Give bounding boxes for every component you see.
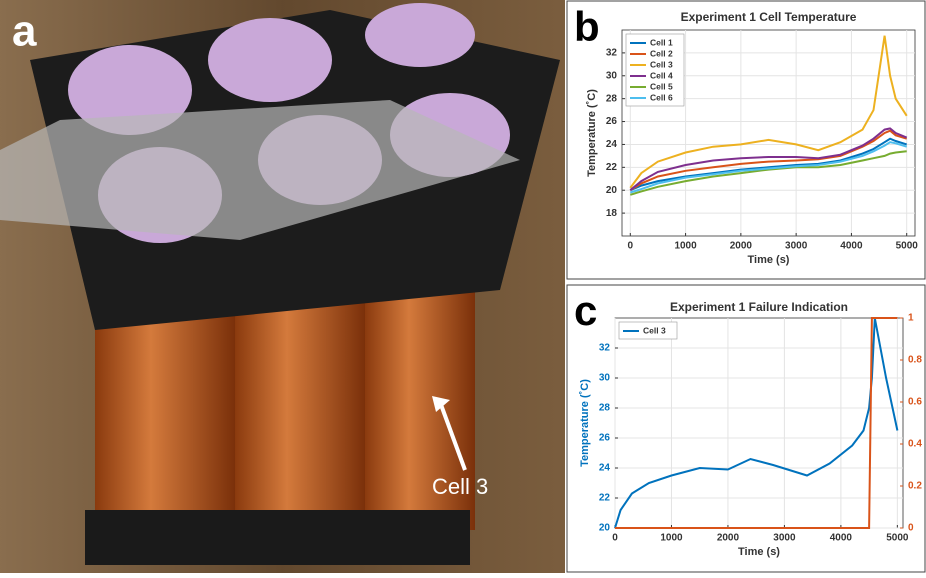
legend-label: Cell 1	[650, 37, 673, 47]
x-tick-label: 2000	[730, 241, 753, 252]
y2-tick-label: 1	[908, 313, 914, 324]
y-tick-label: 32	[606, 48, 618, 59]
y-tick-label: 24	[599, 463, 611, 474]
y-axis-label: Temperature (˚C)	[586, 89, 598, 177]
y2-tick-label: 0.2	[908, 481, 922, 492]
figure: a Cell 3 b Experiment 1 Cell Temperature 0…	[0, 0, 926, 573]
y-tick-label: 22	[606, 162, 618, 173]
y2-tick-label: 0.4	[908, 439, 922, 450]
photo: a Cell 3	[0, 0, 565, 573]
x-tick-label: 1000	[674, 241, 697, 252]
chart-title: Experiment 1 Cell Temperature	[681, 10, 857, 24]
legend-label: Cell 4	[650, 70, 673, 80]
y-tick-label: 30	[606, 70, 618, 81]
y2-tick-label: 0	[908, 523, 914, 534]
legend-label: Cell 5	[650, 81, 673, 91]
x-tick-label: 0	[628, 241, 634, 252]
y2-tick-label: 0.8	[908, 355, 922, 366]
panel-label: c	[574, 287, 597, 334]
y-tick-label: 28	[606, 93, 618, 104]
x-tick-label: 3000	[773, 533, 796, 544]
panel-label: a	[12, 7, 37, 56]
legend-label: Cell 6	[650, 92, 673, 102]
y-tick-label: 22	[599, 493, 611, 504]
x-tick-label: 2000	[717, 533, 740, 544]
panel-label: b	[574, 3, 600, 50]
x-axis-label: Time (s)	[738, 546, 780, 558]
legend-label: Cell 3	[643, 325, 666, 335]
y-tick-label: 20	[606, 185, 618, 196]
x-tick-label: 4000	[840, 241, 863, 252]
y-tick-label: 24	[606, 139, 618, 150]
y-tick-label: 28	[599, 403, 611, 414]
y-tick-label: 26	[599, 433, 611, 444]
y-tick-label: 32	[599, 343, 611, 354]
annotation: Cell 3	[432, 474, 488, 499]
y-axis-label: Temperature (˚C)	[579, 379, 591, 467]
legend-label: Cell 2	[650, 48, 673, 58]
x-tick-label: 3000	[785, 241, 808, 252]
y-tick-label: 30	[599, 373, 611, 384]
x-tick-label: 4000	[830, 533, 853, 544]
x-tick-label: 1000	[660, 533, 683, 544]
x-axis-label: Time (s)	[748, 254, 790, 266]
chart-title: Experiment 1 Failure Indication	[670, 300, 848, 314]
y2-tick-label: 0.6	[908, 397, 922, 408]
legend-label: Cell 3	[650, 59, 673, 69]
x-tick-label: 0	[612, 533, 618, 544]
y-tick-label: 18	[606, 208, 618, 219]
y-tick-label: 20	[599, 523, 611, 534]
y-tick-label: 26	[606, 116, 618, 127]
plot-area	[615, 318, 903, 528]
x-tick-label: 5000	[896, 241, 919, 252]
x-tick-label: 5000	[886, 533, 909, 544]
